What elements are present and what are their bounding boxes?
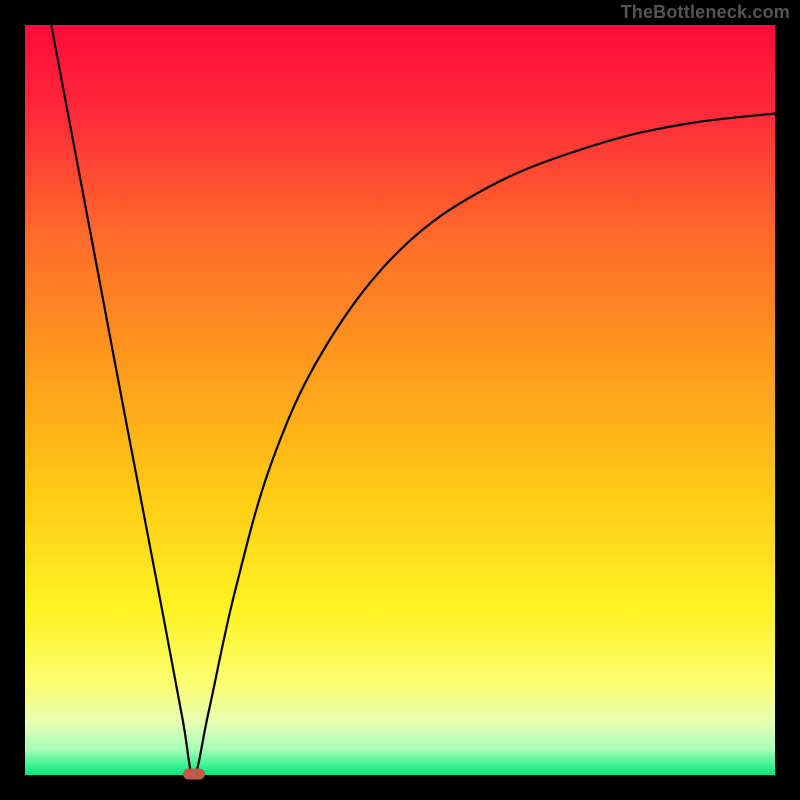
plot-area	[25, 25, 775, 775]
watermark-text: TheBottleneck.com	[621, 2, 790, 23]
outer-frame: TheBottleneck.com	[0, 0, 800, 800]
bottleneck-curve	[25, 25, 775, 775]
curve-path	[51, 25, 775, 775]
minimum-marker	[183, 768, 205, 779]
